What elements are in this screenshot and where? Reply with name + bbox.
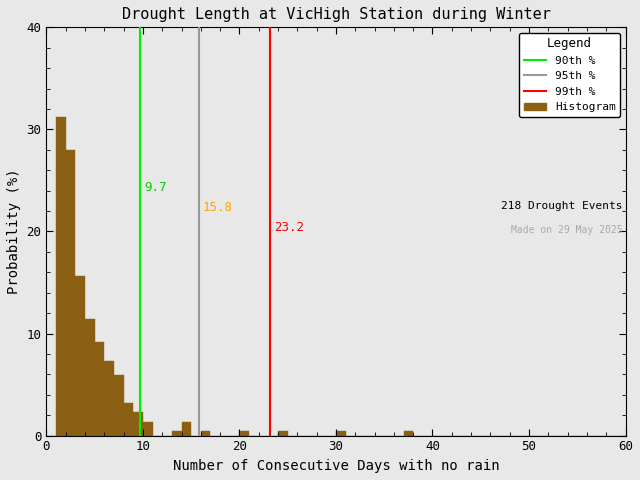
Bar [278, 431, 288, 436]
Bar [56, 117, 66, 436]
Bar [85, 319, 95, 436]
Bar [104, 360, 114, 436]
Text: 9.7: 9.7 [144, 180, 166, 193]
Text: Made on 29 May 2025: Made on 29 May 2025 [511, 225, 623, 235]
Bar [201, 431, 211, 436]
Bar [172, 431, 182, 436]
Bar [66, 150, 76, 436]
Bar [114, 375, 124, 436]
Bar [143, 421, 152, 436]
Title: Drought Length at VicHigh Station during Winter: Drought Length at VicHigh Station during… [122, 7, 550, 22]
Legend: 90th %, 95th %, 99th %, Histogram: 90th %, 95th %, 99th %, Histogram [519, 33, 620, 117]
X-axis label: Number of Consecutive Days with no rain: Number of Consecutive Days with no rain [173, 459, 499, 473]
Bar [239, 431, 249, 436]
Bar [95, 342, 104, 436]
Bar [124, 403, 133, 436]
Bar [76, 276, 85, 436]
Bar [336, 431, 346, 436]
Bar [133, 412, 143, 436]
Bar [182, 421, 191, 436]
Text: 15.8: 15.8 [203, 201, 233, 214]
Bar [404, 431, 413, 436]
Text: 218 Drought Events: 218 Drought Events [501, 201, 623, 211]
Y-axis label: Probability (%): Probability (%) [7, 168, 21, 294]
Text: 23.2: 23.2 [274, 221, 304, 234]
